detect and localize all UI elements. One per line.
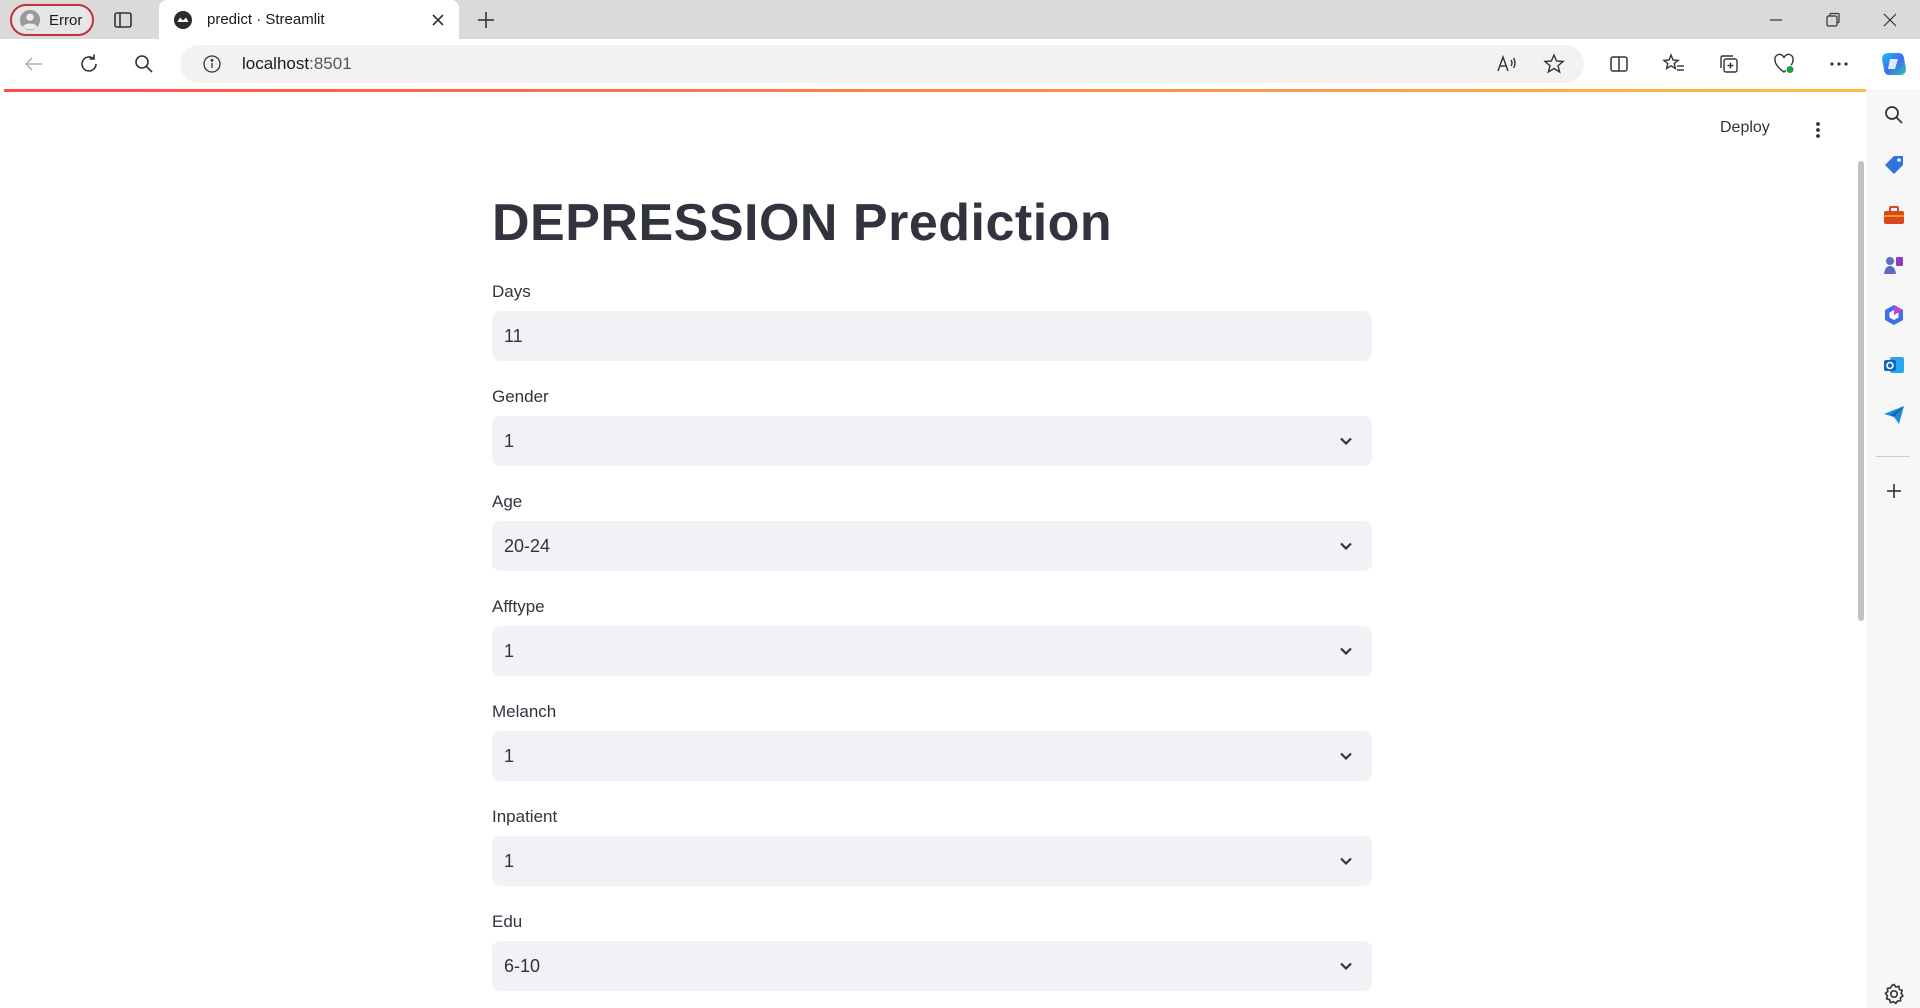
sidebar-games-icon[interactable] [1882,253,1906,277]
melanch-label: Melanch [492,702,557,721]
gender-label: Gender [492,387,549,406]
tab-strip: Error predict · Streamlit [0,0,1920,39]
sidebar-outlook-icon[interactable] [1882,353,1906,377]
sidebar-tools-icon[interactable] [1882,203,1906,227]
days-input[interactable]: 11 [492,311,1372,361]
main-menu-icon[interactable] [1808,120,1828,140]
refresh-icon[interactable] [77,52,101,76]
collections-icon[interactable] [1717,52,1741,76]
url-port: :8501 [309,54,352,73]
profile-button[interactable]: Error [10,4,94,36]
afftype-select[interactable]: 1 [492,626,1372,676]
more-options-icon[interactable] [1827,52,1851,76]
edge-sidebar [1866,89,1920,1008]
gender-select[interactable]: 1 [492,416,1372,466]
address-bar[interactable]: localhost:8501 [180,45,1584,83]
scrollbar-thumb[interactable] [1858,161,1864,621]
sidebar-add-icon[interactable] [1882,479,1906,503]
chevron-down-icon [1340,647,1352,656]
close-tab-icon[interactable] [429,11,447,29]
url-text[interactable]: localhost:8501 [242,54,352,74]
profile-avatar-icon [19,9,41,31]
restore-icon[interactable] [1821,8,1845,32]
search-icon[interactable] [132,52,156,76]
chevron-down-icon [1340,542,1352,551]
streamlit-favicon-icon [174,10,192,29]
browser-essentials-icon[interactable] [1772,52,1796,76]
chevron-down-icon [1340,857,1352,866]
sidebar-microsoft365-icon[interactable] [1882,303,1906,327]
chevron-down-icon [1340,962,1352,971]
read-aloud-icon[interactable] [1494,52,1518,76]
sidebar-shopping-icon[interactable] [1882,153,1906,177]
sidebar-settings-icon[interactable] [1882,982,1906,1006]
edu-label: Edu [492,912,523,931]
back-icon[interactable] [22,52,46,76]
url-host: localhost [242,54,310,73]
tab-title: predict · Streamlit [207,11,325,28]
favorite-star-icon[interactable] [1542,52,1566,76]
edu-value: 6-10 [504,955,541,976]
site-info-icon[interactable] [202,54,222,74]
sidebar-divider [1876,456,1910,457]
chevron-down-icon [1340,437,1352,446]
gender-value: 1 [504,430,515,451]
active-tab[interactable]: predict · Streamlit [159,0,459,39]
age-value: 20-24 [504,535,551,556]
melanch-value: 1 [504,745,515,766]
sidebar-send-icon[interactable] [1882,403,1906,427]
afftype-value: 1 [504,640,515,661]
inpatient-value: 1 [504,850,515,871]
copilot-icon[interactable] [1880,50,1908,78]
age-select[interactable]: 20-24 [492,521,1372,571]
melanch-select[interactable]: 1 [492,731,1372,781]
split-screen-icon[interactable] [1607,52,1631,76]
age-label: Age [492,492,523,511]
close-window-icon[interactable] [1878,8,1902,32]
page-viewport: Deploy DEPRESSION Prediction Days 11 Gen… [4,89,1866,1008]
sidebar-search-icon[interactable] [1882,103,1906,127]
new-tab-icon[interactable] [474,8,498,32]
deploy-button[interactable]: Deploy [1720,119,1770,136]
streamlit-decoration-bar [4,89,1866,92]
browser-toolbar: localhost:8501 [0,39,1920,89]
days-label: Days [492,282,531,301]
edu-select[interactable]: 6-10 [492,941,1372,991]
tab-actions-icon[interactable] [111,8,135,32]
minimize-icon[interactable] [1764,8,1788,32]
profile-label: Error [49,11,83,29]
page-title: DEPRESSION Prediction [492,194,1113,252]
afftype-label: Afftype [492,597,545,616]
chevron-down-icon [1340,752,1352,761]
inpatient-select[interactable]: 1 [492,836,1372,886]
days-value[interactable]: 11 [504,325,523,346]
favorites-icon[interactable] [1662,52,1686,76]
inpatient-label: Inpatient [492,807,558,826]
